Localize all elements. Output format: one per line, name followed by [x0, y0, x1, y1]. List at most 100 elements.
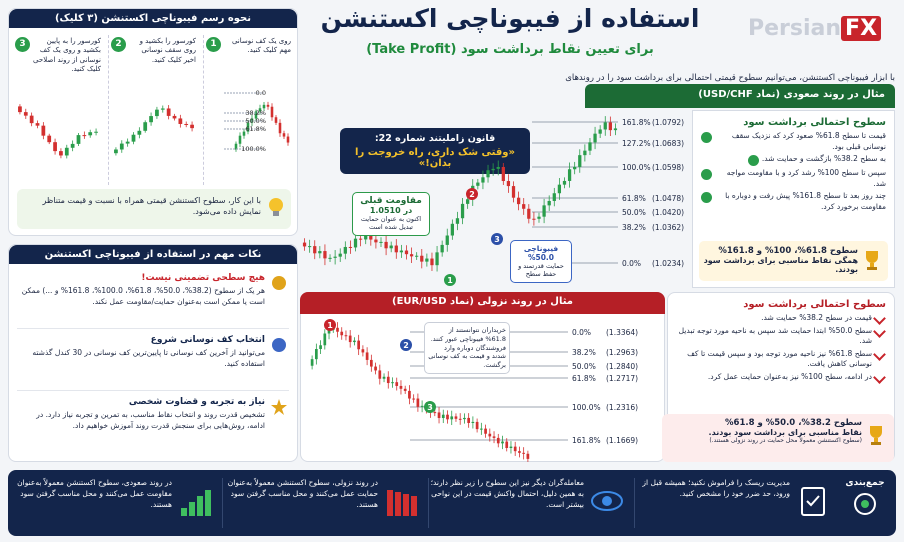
note-text: هر یک از سطوح (38.2%، 50.0%، 61.8%، 100.…	[21, 286, 265, 306]
note-icon	[272, 276, 286, 290]
point-badge	[491, 233, 503, 245]
point-label: 2	[469, 190, 475, 199]
point-badge	[324, 319, 336, 331]
candle-body	[522, 204, 526, 209]
summary-text: در روند نزولی، سطوح اکستنشن معمولاً به‌ع…	[227, 478, 378, 509]
candle-body	[496, 166, 500, 169]
candle-body	[82, 135, 87, 137]
candle-body	[593, 133, 597, 143]
candle-body	[516, 197, 521, 205]
summary-label-text: جمع‌بندی	[845, 478, 885, 488]
logo: Persian FX	[748, 16, 882, 41]
candle-body	[35, 123, 40, 126]
point-badge	[400, 339, 412, 351]
step-head: 3 کورسور را به پایین بکشید و روی یک کف نو…	[13, 35, 103, 77]
step-number: 3	[15, 37, 30, 52]
summary-icon	[591, 491, 623, 511]
downtrend-highlight-note: (سطوح اکستنشن معمولاً محل حمایت در روند …	[709, 437, 862, 444]
candle-body	[314, 349, 318, 360]
bar-icon	[403, 494, 409, 516]
check-icon	[873, 370, 886, 384]
downtrend-list: قیمت در سطح 38.2% حمایت شد. سطح 50.0% ابت…	[676, 312, 886, 384]
shape	[870, 263, 874, 267]
candle-body	[64, 147, 69, 156]
shape	[871, 442, 881, 445]
note: نیاز به تجربه و قضاوت شخصی تشخیص قدرت رون…	[17, 397, 289, 453]
candle-body	[53, 142, 57, 152]
downtrend-note: خریداران نتوانستند از 61.8% فیبوناچی عبو…	[424, 322, 510, 374]
candle-body	[308, 246, 312, 248]
candle-body	[386, 376, 390, 384]
note-title: نیاز به تجربه و قضاوت شخصی	[128, 397, 265, 407]
summary-item: در روند نزولی، سطوح اکستنشن معمولاً به‌ع…	[222, 478, 422, 528]
candle-body	[41, 125, 46, 136]
fib-ratio: 0.0%	[622, 259, 641, 268]
candle-body	[313, 246, 317, 254]
fib-level-label: 0.0	[256, 89, 266, 97]
candle-body	[481, 177, 485, 183]
candle-body	[348, 246, 353, 248]
icon-dot	[272, 276, 286, 290]
shape	[861, 500, 869, 508]
panel-item: سطح 61.8% نیز ناحیه مورد توجه بود و سپس …	[676, 347, 886, 370]
check-icon	[747, 155, 759, 166]
candle-body	[440, 244, 444, 253]
panel-item-text: سپس تا سطح 100% رشد کرد و با مقاومت مواج…	[726, 168, 886, 188]
candle-body	[441, 414, 445, 419]
candle-body	[488, 433, 492, 437]
fib-price: (1.2963)	[606, 348, 638, 357]
bar-icon	[197, 496, 203, 516]
candle-body	[143, 122, 148, 131]
candle-body	[567, 169, 572, 181]
summary-item: مدیریت ریسک را فراموش نکنید؛ همیشه قبل ا…	[634, 478, 834, 528]
check-icon	[873, 312, 886, 325]
fib-price: (1.0420)	[652, 208, 684, 217]
candle-body	[353, 238, 358, 248]
shape	[269, 198, 283, 212]
candle-body	[47, 135, 52, 143]
point-badge	[444, 274, 456, 286]
fib-ratio: 50.0%	[572, 362, 596, 371]
candle-body	[246, 122, 250, 132]
uptrend-panel: سطوح احتمالی برداشت سود قیمت تا سطح 61.8…	[692, 110, 895, 288]
bar-icon	[411, 496, 417, 516]
candle-body	[160, 108, 165, 110]
check-icon	[701, 192, 712, 203]
candle-body	[486, 170, 490, 178]
note-text: می‌توانید از آخرین کف نوسانی تا پایین‌تر…	[32, 348, 265, 368]
resistance-note: مقاومت قبلی در 1.0510 اکنون به عنوان حما…	[352, 192, 430, 236]
bar-icon	[387, 490, 393, 516]
candle-body	[433, 412, 437, 414]
fib-ratio: 161.8%	[572, 436, 601, 445]
candle-body	[379, 241, 383, 243]
candle-body	[471, 421, 475, 423]
fib-level-label: 61.8%	[245, 125, 266, 133]
candle-body	[467, 417, 471, 423]
bar-icon	[189, 502, 195, 516]
candle-body	[262, 104, 266, 109]
candle-body	[430, 258, 434, 266]
rule-title: قانون زاملیتند شماره 22:	[374, 133, 496, 144]
fib-ratio: 100.0%	[572, 403, 601, 412]
step-head: 2 کورسور را بکشید و روی سقف نوسانی اخیر ک…	[109, 35, 198, 67]
uptrend-title: مثال در روند صعودی (نماد USD/CHF)	[585, 84, 895, 108]
candle-body	[522, 452, 526, 454]
candle-body	[501, 166, 505, 182]
fib-price: (1.0598)	[652, 163, 684, 172]
candle-body	[23, 112, 28, 116]
candle-body	[348, 335, 352, 343]
shape	[870, 426, 882, 438]
shape	[273, 211, 279, 216]
candle-body	[310, 359, 314, 366]
candle-body	[420, 405, 424, 407]
panel-item-text: قیمت در سطح 38.2% حمایت شد.	[761, 313, 872, 322]
candle-body	[365, 352, 369, 360]
candle-body	[357, 340, 361, 350]
candle-body	[88, 132, 93, 136]
bar-icon	[205, 490, 211, 516]
candle-body	[445, 235, 449, 245]
candle-body	[234, 143, 238, 150]
step-head: 1 روی یک کف نوسانی مهم کلیک کنید.	[204, 35, 293, 58]
uptrend-list: قیمت تا سطح 61.8% صعود کرد که نزدیک سقف …	[701, 131, 886, 212]
